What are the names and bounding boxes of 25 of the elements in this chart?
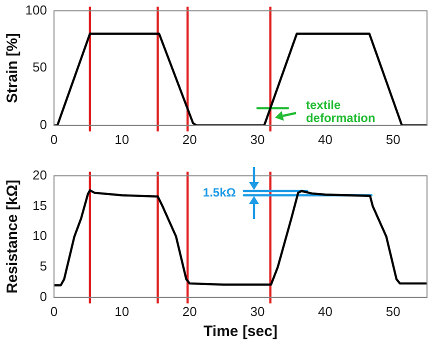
y-tick-label: 20 — [32, 167, 47, 182]
annotation: textile deformation — [306, 98, 376, 126]
x-tick-label: 0 — [50, 132, 58, 147]
x-tick-label: 20 — [182, 304, 197, 319]
x-axis-title: Time [sec] — [204, 323, 278, 340]
y-tick-label: 10 — [32, 228, 47, 244]
y-tick-label: 0 — [40, 288, 47, 304]
x-tick-label: 40 — [318, 132, 333, 147]
y-axis-title: Resistance [kΩ] — [4, 180, 22, 294]
x-tick-label: 50 — [386, 304, 400, 319]
x-tick-label: 30 — [250, 132, 265, 147]
x-tick-label: 10 — [114, 132, 130, 147]
y-tick-label: 15 — [32, 198, 47, 213]
y-tick-label: 100 — [25, 2, 47, 18]
annotation: 1.5kΩ — [202, 185, 236, 200]
x-tick-label: 50 — [386, 132, 400, 147]
x-tick-label: 20 — [182, 132, 197, 147]
x-tick-label: 40 — [318, 304, 333, 319]
y-axis-title: Strain [%] — [4, 33, 22, 104]
x-tick-label: 30 — [250, 304, 265, 319]
x-tick-label: 0 — [50, 304, 58, 319]
y-tick-label: 0 — [40, 116, 47, 132]
x-tick-label: 10 — [114, 304, 130, 319]
y-tick-label: 5 — [40, 258, 47, 274]
y-tick-label: 50 — [32, 60, 47, 75]
